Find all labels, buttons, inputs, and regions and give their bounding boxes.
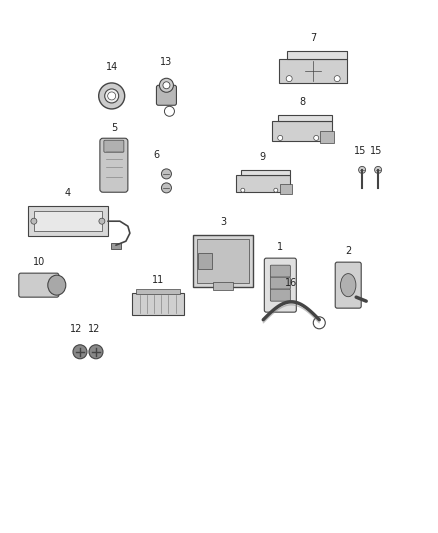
FancyBboxPatch shape [270,277,290,289]
Text: 12: 12 [70,324,82,334]
Circle shape [359,166,366,173]
Circle shape [73,345,87,359]
Circle shape [274,188,278,192]
Text: 8: 8 [299,97,305,107]
Bar [198,253,212,269]
Circle shape [108,92,116,100]
Text: 14: 14 [106,62,118,72]
Bar [279,59,347,83]
Bar [280,184,292,194]
Bar [198,239,249,283]
FancyBboxPatch shape [270,265,290,277]
Bar [320,131,334,143]
Ellipse shape [48,275,66,295]
Polygon shape [287,51,347,59]
Ellipse shape [340,273,356,297]
Circle shape [99,83,125,109]
Text: 5: 5 [111,123,117,133]
Text: 16: 16 [285,278,297,288]
Text: 12: 12 [88,324,100,334]
Circle shape [314,135,319,140]
FancyBboxPatch shape [104,140,124,152]
Circle shape [334,76,340,82]
Circle shape [163,82,170,89]
Bar [34,211,102,231]
Bar [136,289,180,294]
Circle shape [241,188,245,192]
Text: 4: 4 [65,188,71,198]
FancyBboxPatch shape [19,273,59,297]
Text: 15: 15 [370,146,382,156]
FancyBboxPatch shape [335,262,361,308]
FancyBboxPatch shape [156,85,177,106]
Circle shape [374,166,381,173]
Polygon shape [241,170,290,175]
Circle shape [31,218,37,224]
Text: 9: 9 [260,152,266,162]
Bar [272,121,332,141]
Bar [236,175,290,192]
Circle shape [89,345,103,359]
FancyBboxPatch shape [111,243,121,249]
Text: 3: 3 [220,217,226,227]
Bar [194,235,253,287]
Text: 11: 11 [152,275,164,285]
Text: 1: 1 [277,242,283,252]
Circle shape [278,135,283,140]
FancyBboxPatch shape [264,258,297,312]
Circle shape [99,218,105,224]
Text: 10: 10 [33,257,45,267]
FancyBboxPatch shape [100,138,128,192]
Bar [132,293,184,315]
Text: 15: 15 [354,146,366,156]
Bar [28,206,108,236]
FancyBboxPatch shape [270,289,290,301]
Polygon shape [278,115,332,121]
Circle shape [162,169,171,179]
Circle shape [162,183,171,193]
Text: 2: 2 [345,246,351,256]
Text: 7: 7 [310,33,316,43]
Circle shape [105,89,119,103]
Text: 13: 13 [160,57,173,67]
Bar [213,282,233,290]
Circle shape [159,78,173,92]
Circle shape [286,76,292,82]
Text: 6: 6 [153,150,159,160]
